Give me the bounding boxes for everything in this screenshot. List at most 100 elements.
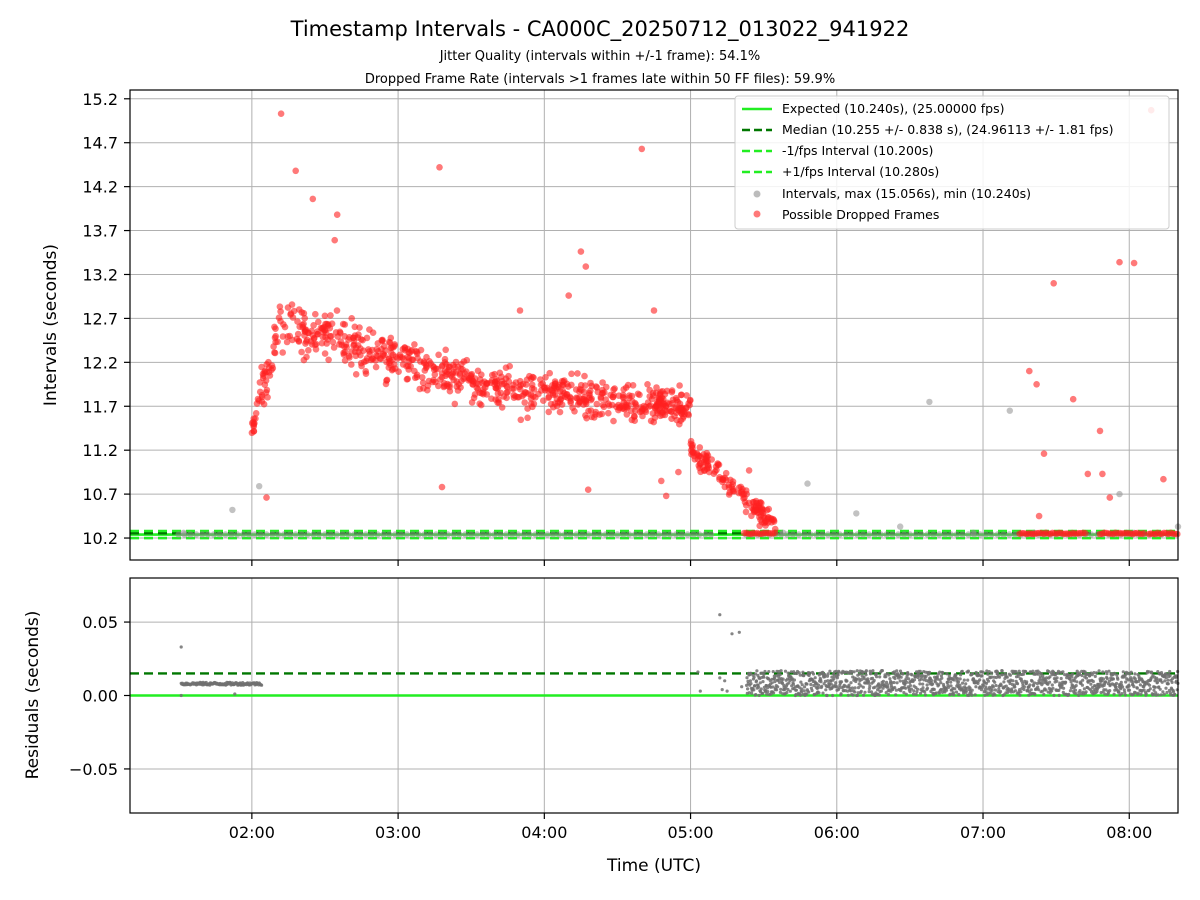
interval-point [625,531,633,538]
dropped-frame-point [337,338,345,345]
dropped-frame-point [599,401,607,409]
interval-point [462,531,469,538]
dropped-frame-point [504,383,511,391]
dropped-frame-point [403,362,410,370]
residual-point [862,677,866,681]
residual-point [908,690,912,694]
residual-point [1083,670,1087,674]
dropped-frame-point [271,334,279,342]
dropped-frame-point [258,391,266,399]
residual-point [1084,690,1088,694]
residual-point [1101,677,1106,681]
residual-point [801,670,805,674]
residual-point [779,687,783,691]
dropped-frame-point [363,334,371,342]
residual-point [991,685,995,689]
dropped-frame-point [292,167,300,175]
legend-lower-bound-label: -1/fps Interval (10.200s) [782,143,933,158]
residual-point [787,681,791,685]
residual-point [1060,683,1064,687]
dropped-frame-point [336,328,344,336]
residual-point [1097,685,1101,689]
residual-point [800,687,804,691]
residual-point [884,675,888,679]
residual-point [912,678,917,682]
residual-point [1064,680,1068,684]
dropped-frame-point [583,414,590,422]
dropped-frame-point [478,371,485,379]
dropped-frame-point [414,354,421,362]
residual-point [826,672,830,676]
residual-point [910,673,914,677]
dropped-frame-point [312,310,319,318]
residuals-y-tick-label: 0.00 [82,687,118,706]
residual-point [902,691,906,695]
interval-point [672,531,680,538]
dropped-frame-point [390,344,397,351]
dropped-frame-point [277,317,284,325]
residual-point [981,683,986,687]
residual-point [797,671,801,675]
dropped-frame-point [480,390,487,398]
residual-point [856,686,861,690]
residual-point [912,689,916,693]
residual-point [1019,690,1023,694]
residual-point [1163,679,1167,683]
dropped-frame-point [309,195,317,203]
residual-point [179,645,183,649]
residual-point [949,684,953,688]
residual-point [929,678,934,683]
dropped-frame-point [283,338,291,346]
dropped-frame-point [325,321,332,328]
residual-point [1068,677,1072,682]
residual-point [895,681,899,685]
residual-point [753,684,757,688]
dropped-frame-point [348,361,355,368]
dropped-frame-point [495,399,503,406]
x-tick-label: 05:00 [668,823,714,842]
residual-point [775,688,779,692]
interval-point [509,531,516,538]
residual-point [1151,692,1155,697]
x-tick-label: 02:00 [229,823,275,842]
dropped-frame-point [385,338,393,346]
residual-point [938,670,942,674]
residual-point [872,678,876,683]
residual-point [853,686,857,690]
residual-point [855,693,860,698]
residual-point [958,683,962,687]
dropped-frame-point [546,369,553,377]
residual-point [1073,688,1078,692]
residual-point [993,688,998,692]
dropped-frame-point [567,395,574,402]
residual-point [1165,690,1169,695]
interval-point [895,531,902,538]
dropped-frame-point [320,329,327,336]
residual-point [1047,670,1051,674]
residual-point [832,676,836,681]
residual-point [811,672,816,676]
residual-point [1160,680,1164,684]
interval-point [853,510,860,517]
dropped-frame-point [714,460,721,467]
residual-point [937,683,941,687]
residual-point [877,682,881,686]
residual-point [875,675,879,679]
residual-point [696,670,700,674]
residual-point [1059,676,1063,681]
interval-point [824,531,832,538]
residual-point [1112,692,1116,696]
residual-point [1051,686,1055,690]
residual-point [908,684,913,688]
residual-point [771,685,775,689]
dropped-frame-point [527,391,535,399]
residual-point [770,681,774,685]
intervals-y-tick-label: 10.7 [82,485,118,504]
dropped-frame-point [448,373,456,381]
interval-point [906,531,914,538]
interval-point [819,531,826,538]
dropped-frame-point [669,396,677,404]
interval-point [555,531,563,538]
dropped-frame-point [372,363,380,371]
